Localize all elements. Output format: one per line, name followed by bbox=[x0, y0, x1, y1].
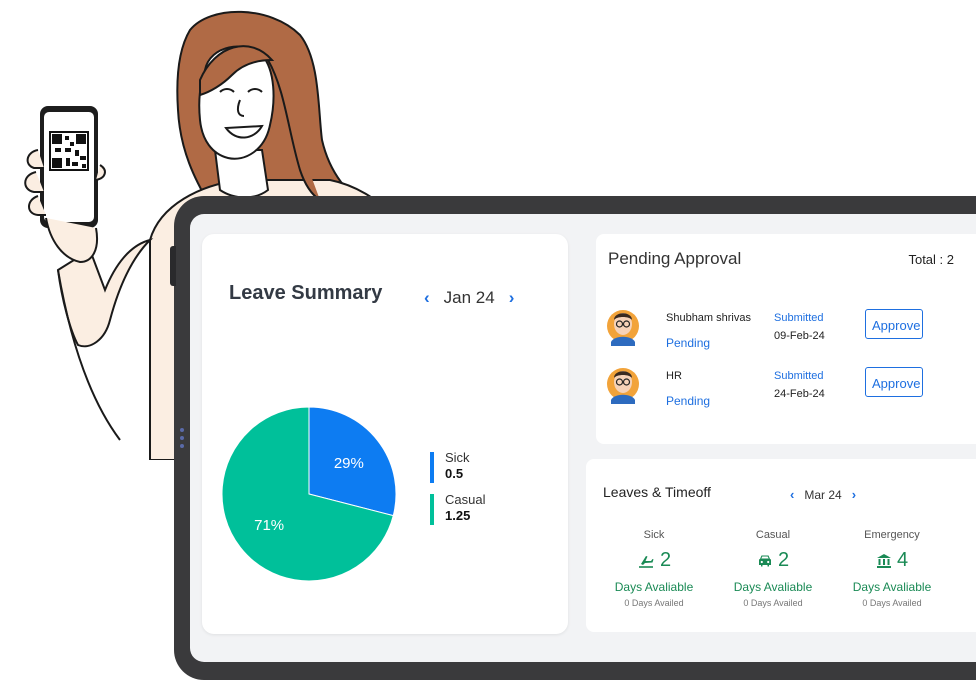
pending-row: HR Pending Submitted 24-Feb-24 Approve bbox=[606, 364, 976, 414]
submitted-date: 09-Feb-24 bbox=[774, 330, 825, 342]
timeoff-casual: Casual 2 Days Avaliable 0 Days Availed bbox=[713, 529, 833, 608]
approve-button[interactable]: Approve bbox=[865, 309, 923, 339]
next-month-button[interactable]: › bbox=[508, 288, 515, 307]
days-availed-label: 0 Days Availed bbox=[624, 598, 684, 608]
pending-total: Total : 2 bbox=[908, 252, 954, 267]
legend-swatch-sick bbox=[430, 452, 434, 483]
pending-row: Shubham shrivas Pending Submitted 09-Feb… bbox=[606, 306, 976, 356]
legend-swatch-casual bbox=[430, 494, 434, 525]
legend-label-casual: Casual bbox=[445, 492, 486, 507]
legend-item-sick: Sick 0.5 bbox=[430, 450, 485, 484]
leaves-timeoff-card: Leaves & Timeoff ‹ Mar 24 › Sick 2 Days … bbox=[586, 459, 976, 632]
leave-summary-card: Leave Summary ‹ Jan 24 › 29% 71% Sick 0.5… bbox=[202, 234, 568, 634]
pie-slice-casual bbox=[221, 406, 394, 582]
timeoff-prev-month-button[interactable]: ‹ bbox=[790, 487, 795, 502]
avatar bbox=[607, 368, 639, 404]
prev-month-button[interactable]: ‹ bbox=[424, 288, 430, 307]
timeoff-month-nav: ‹ Mar 24 › bbox=[790, 487, 856, 502]
leave-summary-month-nav: ‹ Jan 24 › bbox=[424, 288, 514, 308]
days-available-label: Days Avaliable bbox=[852, 580, 932, 594]
requester-name: Shubham shrivas bbox=[666, 312, 751, 324]
timeoff-emergency: Emergency 4 Days Avaliable 0 Days Availe… bbox=[832, 529, 952, 608]
submitted-date: 24-Feb-24 bbox=[774, 388, 825, 400]
legend-value-casual: 1.25 bbox=[445, 508, 471, 523]
pie-slice-sick bbox=[308, 406, 397, 517]
tablet-screen: Leave Summary ‹ Jan 24 › 29% 71% Sick 0.5… bbox=[190, 214, 976, 662]
days-availed-label: 0 Days Availed bbox=[743, 598, 803, 608]
requester-name: HR bbox=[666, 370, 682, 382]
pie-label-sick: 29% bbox=[334, 455, 364, 472]
request-status: Pending bbox=[666, 336, 711, 350]
days-available-label: Days Avaliable bbox=[614, 580, 694, 594]
leave-summary-month: Jan 24 bbox=[443, 288, 495, 307]
leave-summary-title: Leave Summary bbox=[229, 282, 383, 304]
days-available-label: Days Avaliable bbox=[733, 580, 813, 594]
airplane-icon bbox=[638, 555, 654, 568]
pie-label-casual: 71% bbox=[254, 517, 284, 534]
car-icon bbox=[758, 555, 771, 566]
legend-value-sick: 0.5 bbox=[445, 466, 464, 481]
pending-approval-card: Pending Approval Total : 2 Shubham shriv… bbox=[596, 234, 976, 444]
timeoff-category: Sick bbox=[643, 529, 665, 541]
timeoff-count: 2 bbox=[659, 549, 672, 571]
submitted-label: Submitted bbox=[774, 370, 824, 382]
legend-label-sick: Sick bbox=[445, 450, 470, 465]
timeoff-title: Leaves & Timeoff bbox=[603, 484, 711, 500]
avatar bbox=[607, 310, 639, 346]
pie-legend: Sick 0.5 Casual 1.25 bbox=[430, 450, 485, 534]
submitted-label: Submitted bbox=[774, 312, 824, 324]
timeoff-next-month-button[interactable]: › bbox=[851, 487, 857, 502]
tablet-side-button bbox=[170, 246, 176, 286]
timeoff-count: 4 bbox=[896, 549, 909, 571]
timeoff-sick: Sick 2 Days Avaliable 0 Days Availed bbox=[594, 529, 714, 608]
tablet-camera-dots bbox=[180, 428, 184, 452]
legend-item-casual: Casual 1.25 bbox=[430, 492, 485, 526]
timeoff-category: Emergency bbox=[864, 529, 920, 541]
pending-approval-title: Pending Approval bbox=[608, 249, 742, 268]
leave-pie-chart: 29% 71% bbox=[221, 406, 397, 582]
approve-button[interactable]: Approve bbox=[865, 367, 923, 397]
timeoff-month: Mar 24 bbox=[804, 487, 842, 502]
timeoff-category: Casual bbox=[755, 529, 791, 541]
bank-icon bbox=[876, 553, 891, 568]
request-status: Pending bbox=[666, 394, 711, 408]
days-availed-label: 0 Days Availed bbox=[862, 598, 922, 608]
timeoff-count: 2 bbox=[777, 549, 790, 571]
